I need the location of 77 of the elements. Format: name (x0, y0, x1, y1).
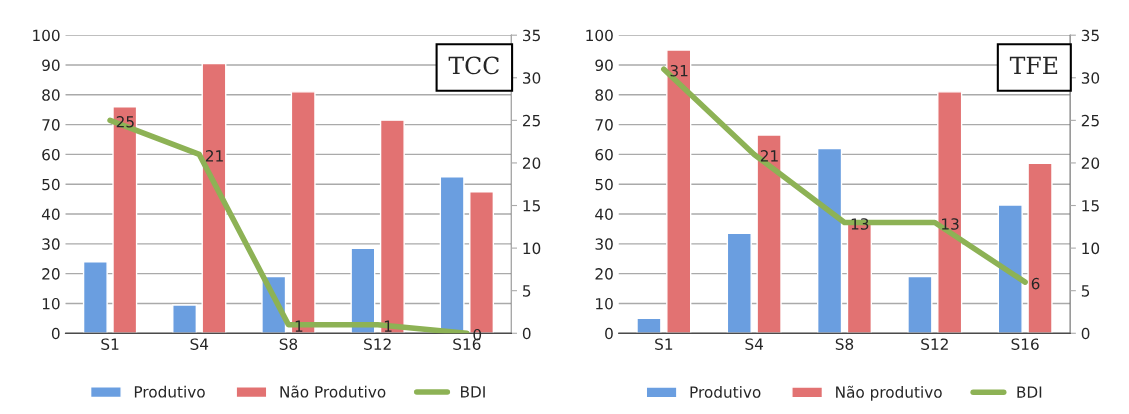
y-tick-label: 70 (42, 119, 60, 131)
data-label: 6 (1031, 277, 1040, 290)
bar (1027, 162, 1053, 334)
bar (816, 147, 843, 334)
bar (379, 119, 405, 334)
bar (907, 275, 933, 334)
y-tick-label: 80 (42, 89, 60, 101)
legend-label: Não produtivo (836, 385, 942, 401)
x-tick-label: S16 (1011, 338, 1039, 350)
y2-tick-label: 25 (522, 114, 540, 127)
text: TFE (1009, 56, 1058, 74)
y-tick-label: 0 (51, 327, 60, 340)
y-tick-label: 0 (605, 327, 613, 340)
bar (937, 91, 963, 334)
bar (172, 304, 198, 334)
y-tick-label: 60 (42, 148, 60, 161)
y-tick-label: 10 (42, 297, 60, 310)
y-tick-label: 10 (596, 297, 613, 310)
data-label: 13 (942, 218, 959, 230)
y2-tick-label: 5 (523, 285, 531, 297)
y-tick-label: 90 (42, 59, 60, 72)
y-tick-label: 20 (595, 268, 613, 280)
y-tick-label: 20 (42, 268, 60, 280)
y-tick-label: 100 (586, 29, 613, 42)
bar (350, 247, 376, 334)
y2-tick-label: 30 (1081, 72, 1100, 84)
y-tick-label: 40 (595, 208, 613, 221)
y2-tick-label: 15 (1082, 200, 1099, 212)
bar (997, 204, 1023, 334)
legend-label: BDI (1017, 386, 1042, 398)
data-label: 31 (670, 64, 688, 77)
y-tick-label: 100 (33, 29, 60, 42)
x-tick-label: S12 (921, 338, 948, 350)
y2-tick-label: 0 (1081, 327, 1090, 340)
x-tick-label: S1 (655, 338, 673, 350)
bar (82, 261, 108, 334)
y2-tick-label: 10 (1082, 242, 1100, 255)
y2-tick-label: 35 (1081, 29, 1099, 42)
bar (666, 49, 692, 334)
y2-tick-label: 15 (523, 200, 540, 212)
y2-tick-label: 5 (1081, 285, 1090, 297)
data-label: 21 (760, 150, 778, 162)
x-tick-label: S4 (190, 338, 209, 350)
legend-label: BDI (461, 386, 485, 398)
y-tick-label: 50 (42, 178, 60, 191)
bar (112, 106, 138, 334)
y2-tick-label: 20 (522, 157, 541, 169)
y-tick-label: 50 (595, 178, 613, 191)
y-tick-label: 30 (42, 238, 60, 250)
text: TCC (448, 56, 499, 75)
legend-label: Não Produtivo (280, 385, 386, 398)
y-tick-label: 40 (41, 208, 60, 221)
y-tick-label: 60 (595, 148, 613, 161)
y-tick-label: 30 (595, 238, 613, 250)
legend-label: Produtivo (690, 386, 761, 398)
bar (201, 62, 227, 334)
x-tick-label: S8 (835, 338, 854, 350)
x-tick-label: S4 (745, 338, 764, 350)
x-tick-label: S12 (364, 338, 391, 350)
y-tick-label: 70 (595, 119, 613, 131)
y2-tick-label: 20 (1081, 157, 1100, 169)
y-tick-label: 80 (595, 89, 613, 101)
y2-tick-label: 25 (1081, 114, 1099, 127)
bar (756, 134, 782, 334)
x-tick-label: S1 (101, 338, 119, 350)
legend-label: Produtivo (134, 385, 205, 398)
bar (290, 91, 316, 334)
y2-tick-label: 0 (522, 327, 531, 340)
y2-tick-label: 30 (523, 72, 541, 84)
y-tick-label: 90 (595, 59, 613, 72)
y2-tick-label: 35 (523, 29, 540, 42)
data-label: 25 (116, 116, 134, 128)
x-tick-label: S8 (279, 338, 298, 350)
bar (636, 317, 662, 334)
bar (726, 232, 752, 334)
data-label: 21 (205, 150, 223, 162)
y2-tick-label: 10 (523, 242, 541, 255)
